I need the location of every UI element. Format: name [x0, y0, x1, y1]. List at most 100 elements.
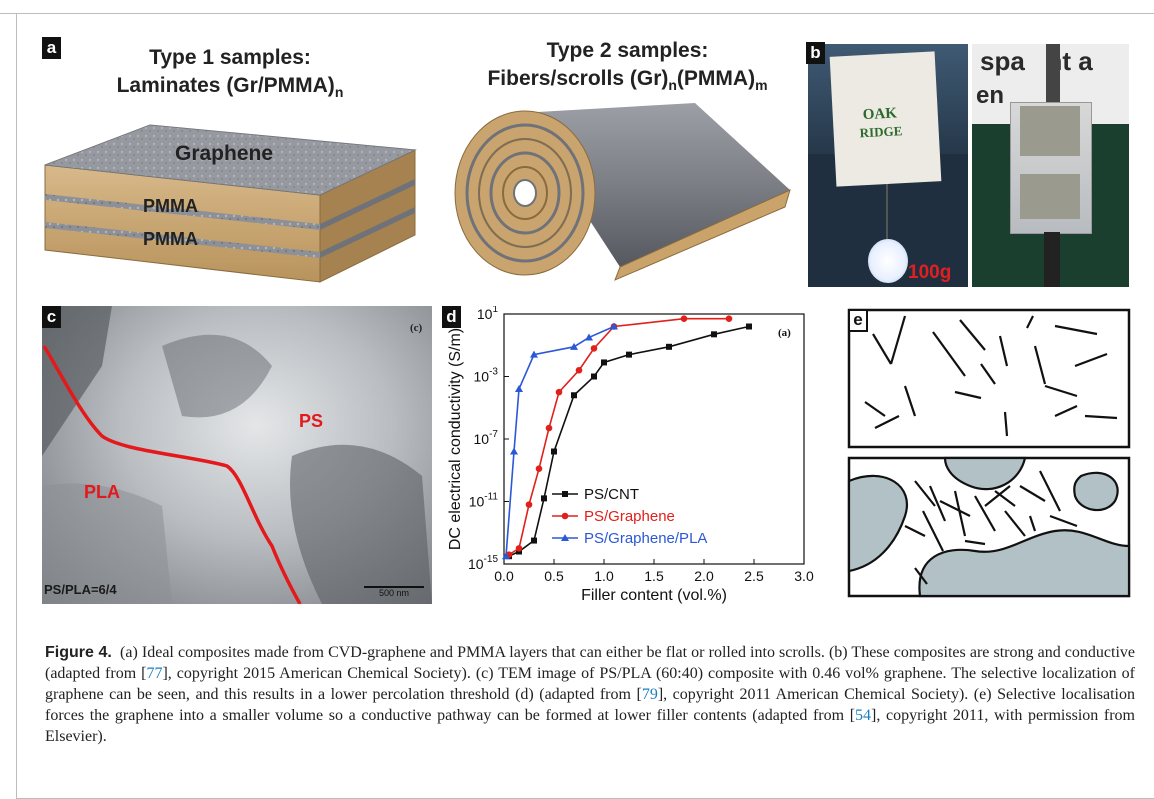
x-tick-label: 1.0 — [594, 568, 614, 584]
data-point — [530, 350, 538, 358]
type1-title: Type 1 samples: — [149, 46, 311, 69]
x-tick-label: 2.5 — [744, 568, 764, 584]
x-tick-label: 2.0 — [694, 568, 714, 584]
y-axis-label: DC electrical conductivity (S/m) — [447, 328, 464, 550]
caption-lead: Figure 4. — [45, 644, 112, 661]
x-axis-label: Filler content (vol.%) — [581, 587, 727, 604]
sign-logo-oak: OAK — [862, 105, 898, 124]
panel-label-e: e — [848, 309, 868, 332]
data-point — [626, 351, 632, 358]
data-point — [535, 465, 543, 472]
legend-marker — [561, 512, 569, 520]
type1-subtitle-line: Laminates (Gr/PMMA)n — [60, 72, 400, 106]
type2-subscript-m: m — [755, 77, 768, 94]
data-point — [515, 385, 523, 392]
tem-overlay — [42, 306, 432, 604]
type2-subtitle-pmma: (PMMA) — [676, 67, 756, 90]
photo-bulb-hanging: OAK RIDGE 100g — [808, 44, 968, 287]
polymer-domain-right — [1073, 471, 1119, 512]
data-point — [555, 388, 563, 396]
data-point — [585, 333, 593, 341]
legend-label: PS/Graphene — [584, 508, 675, 525]
sign-logo-ridge: RIDGE — [859, 123, 903, 141]
data-point — [551, 448, 557, 455]
data-point — [725, 315, 733, 322]
caption-part-4: ], copyright 2011, with permission from … — [45, 707, 1135, 745]
x-tick-label: 1.5 — [644, 568, 664, 584]
data-point — [666, 343, 672, 350]
polymer-domain-left — [847, 474, 908, 573]
data-point — [575, 366, 583, 374]
caption-part-3: ], copyright 2011 American Chemical Soci… — [45, 686, 1136, 724]
selective-localisation-diagram — [847, 308, 1131, 598]
chart-inner-label: (a) — [778, 327, 791, 339]
series-layer — [502, 315, 752, 560]
legend-marker — [562, 491, 568, 497]
panel-label-d: d — [442, 306, 461, 328]
random-fillers — [864, 315, 1118, 437]
data-point — [515, 545, 523, 552]
data-point — [591, 373, 597, 380]
data-point — [680, 315, 688, 322]
legend-marker — [561, 534, 569, 541]
panel-label-c: c — [42, 306, 61, 328]
type1-subscript-n: n — [334, 84, 344, 101]
figure-left-rule — [16, 13, 17, 799]
data-point — [610, 322, 618, 330]
x-tick-label: 3.0 — [794, 568, 814, 584]
label-pla: PLA — [84, 482, 120, 502]
sign-card: OAK RIDGE — [829, 51, 942, 187]
data-point — [510, 447, 518, 455]
data-point — [570, 342, 578, 350]
legend-label: PS/Graphene/PLA — [584, 530, 707, 547]
lower-grip — [1044, 232, 1060, 287]
y-tick-label: 10-3 — [474, 367, 499, 385]
caption-ref-1[interactable]: 77 — [146, 665, 163, 682]
layer-label-graphene: Graphene — [175, 142, 273, 165]
data-point — [746, 323, 752, 330]
tem-image: PS PLA (c) PS/PLA=6/4 500 nm — [42, 306, 432, 604]
label-ps: PS — [299, 411, 324, 431]
tem-corner-mark: (c) — [410, 322, 423, 334]
hanging-wire — [886, 184, 888, 254]
figure-caption: Figure 4. (a) Ideal composites made from… — [45, 642, 1135, 747]
data-point — [571, 392, 577, 399]
data-point — [531, 537, 537, 544]
data-point — [590, 345, 598, 352]
axis-ticks: 0.0 0.5 1.0 1.5 2.0 2.5 3.0 101 10-3 10-7 10-11 10-… — [468, 306, 814, 584]
y-tick-label: 10-11 — [469, 492, 499, 510]
type2-heading: Type 2 samples: Fibers/scrolls (Gr)n(PMM… — [455, 37, 800, 99]
sample-clamp-top — [1020, 106, 1080, 156]
type2-subtitle-line: Fibers/scrolls (Gr)n(PMMA)m — [455, 65, 800, 99]
tem-ratio-text: PS/PLA=6/4 — [44, 582, 117, 597]
x-tick-label: 0.5 — [544, 568, 564, 584]
data-point — [711, 331, 717, 338]
data-point — [601, 359, 607, 366]
polymer-domain-bottom — [918, 529, 1131, 598]
type2-title: Type 2 samples: — [546, 39, 709, 62]
poster-text-top: spa nt a — [980, 46, 1093, 76]
panel-label-a: a — [42, 37, 61, 59]
scale-bar: 500 nm — [364, 586, 424, 601]
polymer-domain-top — [943, 456, 1027, 491]
poster-text-mid: en — [976, 82, 1005, 109]
y-tick-label: 101 — [477, 306, 499, 322]
type2-subscript-n: n — [668, 77, 677, 94]
random-dispersion-box — [847, 308, 1131, 449]
layer-label-pmma-1: PMMA — [143, 196, 198, 216]
caption-ref-2[interactable]: 79 — [641, 686, 658, 703]
data-point — [545, 424, 553, 432]
light-bulb — [868, 239, 908, 283]
caption-part-1: (a) Ideal composites made from CVD-graph… — [45, 644, 1136, 682]
photo-sample-grip: spa nt a en — [972, 44, 1129, 287]
data-point — [502, 552, 510, 560]
caption-ref-3[interactable]: 54 — [855, 707, 872, 724]
sample-clamp-bottom — [1020, 174, 1080, 219]
chart-legend: PS/CNT PS/Graphene PS/Graphene/PLA — [552, 486, 707, 547]
localised-fillers — [904, 470, 1078, 585]
weight-label: 100g — [908, 262, 952, 283]
data-point — [525, 501, 533, 508]
laminate-illustration: Graphene PMMA PMMA — [44, 124, 417, 283]
caption-part-2: ], copyright 2015 American Chemical Soci… — [45, 665, 1135, 703]
type2-subtitle: Fibers/scrolls (Gr) — [487, 67, 669, 90]
